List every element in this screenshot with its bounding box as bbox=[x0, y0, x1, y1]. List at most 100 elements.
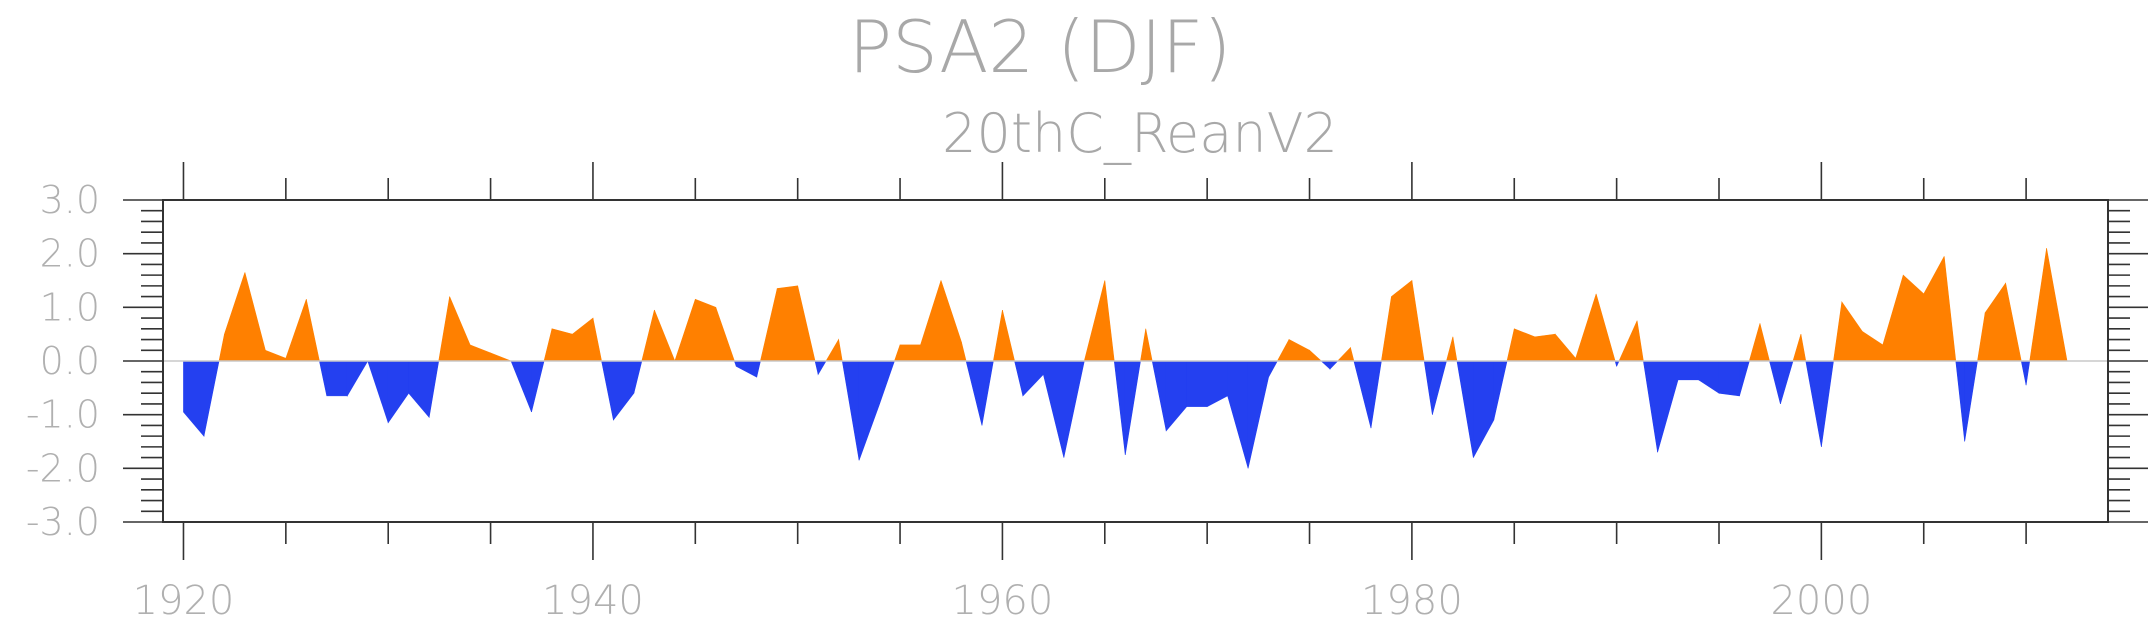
area-segment bbox=[965, 360, 983, 426]
area-segment bbox=[825, 338, 839, 362]
area-segment bbox=[449, 296, 471, 362]
area-segment bbox=[961, 342, 967, 362]
area-segment bbox=[1984, 282, 2006, 362]
area-segment bbox=[1063, 360, 1085, 458]
area-segment bbox=[1206, 360, 1228, 408]
area-segment bbox=[1595, 293, 1616, 362]
area-segment bbox=[756, 360, 761, 378]
area-segment bbox=[1353, 360, 1372, 429]
area-segment bbox=[1083, 280, 1106, 362]
area-segment bbox=[1902, 274, 1925, 362]
area-segment bbox=[1151, 360, 1167, 431]
area-segment bbox=[760, 288, 778, 362]
area-segment bbox=[613, 360, 635, 421]
chart-subtitle: 20thC_ReanV2 bbox=[942, 102, 1338, 165]
area-segment bbox=[1698, 360, 1720, 394]
area-segment bbox=[633, 360, 643, 394]
area-segment bbox=[1124, 360, 1141, 455]
area-segment bbox=[1955, 360, 1965, 442]
area-segment bbox=[438, 296, 450, 362]
area-segment bbox=[387, 360, 409, 424]
area-segment bbox=[1657, 360, 1679, 453]
area-segment bbox=[1513, 328, 1536, 362]
area-segment bbox=[1145, 328, 1153, 362]
area-segment bbox=[993, 309, 1003, 362]
axis-ticks bbox=[123, 162, 2148, 560]
area-segment bbox=[1759, 323, 1770, 362]
area-segment bbox=[1268, 360, 1278, 378]
area-segment bbox=[224, 272, 246, 362]
area-segment bbox=[183, 360, 205, 437]
area-segment bbox=[346, 360, 369, 397]
area-segment bbox=[551, 328, 573, 362]
area-segment bbox=[1643, 360, 1658, 453]
area-segment bbox=[1411, 280, 1425, 362]
area-segment bbox=[1043, 360, 1065, 458]
area-segment bbox=[1616, 360, 1620, 367]
x-tick-label: 1920 bbox=[133, 578, 235, 624]
area-segment bbox=[1002, 309, 1015, 362]
area-segment bbox=[1718, 360, 1740, 397]
area-segment bbox=[1329, 360, 1339, 370]
area-segment bbox=[203, 360, 220, 437]
area-segment bbox=[1350, 347, 1355, 362]
area-segment bbox=[735, 360, 758, 378]
area-segment bbox=[1977, 312, 1986, 362]
area-segment bbox=[244, 272, 266, 362]
area-segment bbox=[2029, 248, 2047, 362]
area-segment bbox=[1370, 360, 1382, 429]
area-segment bbox=[1800, 334, 1807, 362]
area-segment bbox=[469, 344, 491, 362]
area-segment bbox=[1113, 360, 1126, 455]
area-segment bbox=[920, 280, 942, 362]
area-segment bbox=[940, 280, 962, 362]
area-segment bbox=[1452, 336, 1458, 362]
area-segment bbox=[1276, 339, 1290, 362]
area-segment bbox=[1506, 328, 1515, 362]
area-segment bbox=[1636, 320, 1644, 362]
area-segment bbox=[1882, 275, 1904, 362]
area-segment bbox=[879, 360, 895, 405]
x-tick-label: 1960 bbox=[952, 578, 1054, 624]
y-tick-label: -2.0 bbox=[26, 446, 100, 490]
area-segment bbox=[1805, 360, 1822, 447]
area-segment bbox=[1391, 279, 1413, 362]
area-segment bbox=[367, 360, 389, 423]
area-segment bbox=[490, 352, 512, 362]
area-segment bbox=[1677, 360, 1699, 381]
area-segment bbox=[1288, 339, 1310, 362]
area-segment bbox=[1104, 280, 1115, 362]
y-tick-label: -3.0 bbox=[26, 500, 100, 544]
area-segment bbox=[2046, 248, 2068, 362]
area-segment bbox=[1493, 360, 1508, 421]
area-segment bbox=[2025, 360, 2031, 386]
area-segment bbox=[899, 344, 921, 362]
y-axis-labels: 3.0 2.0 1.0 0.0 -1.0 -2.0 -3.0 bbox=[26, 178, 100, 544]
area-segment bbox=[1165, 360, 1187, 432]
area-segment bbox=[641, 309, 655, 362]
x-tick-label: 1940 bbox=[542, 578, 644, 624]
area-segment bbox=[1821, 360, 1834, 447]
area-segment bbox=[1473, 360, 1495, 458]
area-segment bbox=[1833, 301, 1843, 362]
area-segment bbox=[1739, 360, 1750, 396]
area-segment bbox=[1923, 256, 1945, 362]
area-segment bbox=[1186, 360, 1208, 407]
area-segment bbox=[654, 309, 676, 362]
area-segment bbox=[1769, 360, 1781, 405]
y-tick-label: 1.0 bbox=[40, 285, 100, 329]
area-segment bbox=[1140, 328, 1147, 362]
area-segment bbox=[1423, 360, 1433, 415]
area-segment bbox=[1554, 333, 1576, 362]
area-segment bbox=[1534, 333, 1556, 362]
y-tick-label: 2.0 bbox=[40, 232, 100, 276]
area-segment bbox=[715, 307, 735, 362]
area-segment bbox=[1014, 360, 1024, 396]
area-segment bbox=[1247, 360, 1269, 469]
area-segment bbox=[1446, 336, 1454, 362]
area-segment bbox=[428, 360, 440, 418]
area-segment bbox=[1227, 360, 1249, 469]
area-segment bbox=[674, 299, 696, 362]
area-segment bbox=[601, 360, 614, 421]
